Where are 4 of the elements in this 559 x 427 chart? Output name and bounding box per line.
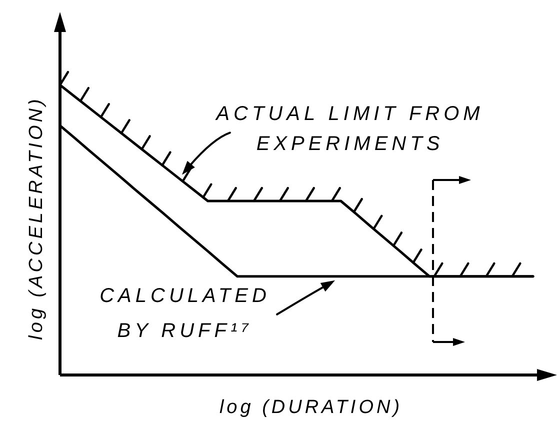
x-axis-title: log (DURATION): [219, 397, 403, 418]
y-axis-title: log (ACCELERATION): [26, 96, 47, 340]
annotation: ACTUAL LIMIT FROM EXPERIMENTS: [215, 103, 484, 155]
annotation: CALCULATED BY RUFF¹⁷: [100, 285, 270, 342]
